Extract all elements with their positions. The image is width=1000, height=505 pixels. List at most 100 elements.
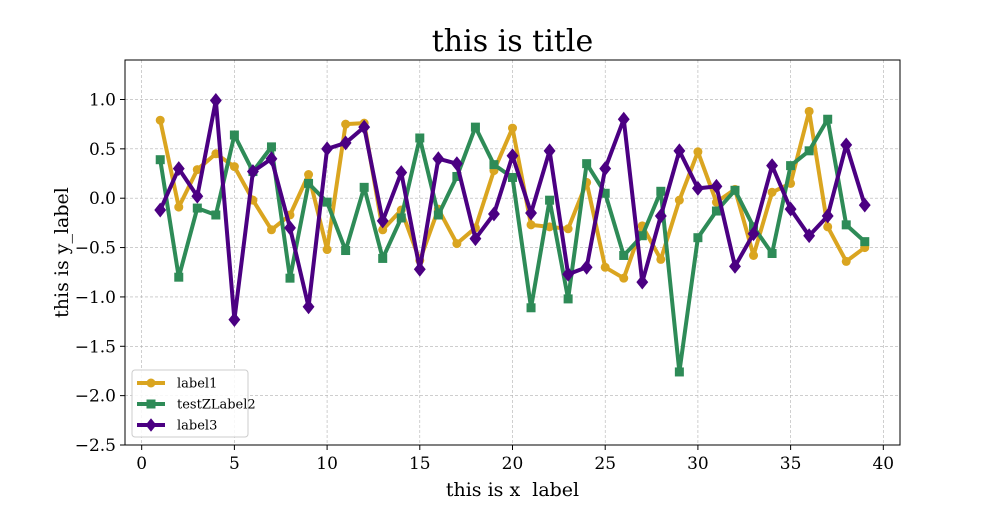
data-point: [172, 161, 185, 177]
data-point: [265, 151, 278, 167]
data-point: [174, 272, 184, 282]
legend-label: label3: [177, 419, 217, 434]
data-point: [803, 228, 816, 244]
data-point: [617, 111, 630, 127]
data-point: [821, 208, 834, 224]
data-point: [545, 195, 555, 205]
x-axis-label: this is x label: [446, 479, 579, 500]
data-point: [433, 210, 443, 220]
y-tick-label: 0.0: [89, 189, 116, 209]
x-tick-label: 40: [872, 454, 894, 474]
data-point: [656, 254, 666, 264]
data-point: [729, 258, 741, 274]
data-point: [711, 206, 721, 216]
data-point: [804, 146, 814, 156]
data-point: [508, 172, 517, 182]
data-point: [654, 208, 667, 224]
data-point: [470, 122, 480, 132]
x-tick-label: 10: [316, 454, 338, 474]
legend-marker: [145, 418, 157, 432]
data-point: [450, 156, 463, 172]
legend-box: [131, 369, 249, 438]
legend-item: label3: [137, 418, 217, 434]
data-point: [339, 135, 352, 151]
data-point: [693, 233, 703, 243]
y-tick-label: 0.5: [89, 140, 116, 160]
data-point: [580, 259, 593, 275]
data-point: [266, 225, 276, 235]
data-point: [488, 206, 500, 222]
data-point: [209, 93, 222, 108]
data-point: [860, 237, 870, 247]
data-point: [525, 205, 537, 221]
y-tick-label: −0.5: [75, 239, 116, 259]
data-point: [600, 262, 610, 272]
data-point: [526, 220, 536, 230]
data-point: [378, 253, 388, 263]
data-point: [804, 106, 814, 116]
data-point: [730, 185, 740, 195]
data-point: [543, 143, 556, 159]
data-point: [767, 187, 777, 197]
data-point: [304, 178, 314, 188]
data-point: [302, 299, 315, 315]
data-point: [786, 161, 796, 171]
data-point: [376, 213, 389, 229]
data-point: [767, 248, 777, 258]
data-point: [304, 170, 314, 180]
legend-marker: [146, 378, 156, 388]
data-point: [155, 155, 165, 165]
data-point: [266, 142, 276, 152]
data-point: [285, 273, 295, 283]
data-point: [432, 151, 445, 167]
y-tick-label: −1.5: [75, 337, 116, 357]
data-point: [452, 239, 462, 249]
data-point: [489, 160, 499, 170]
data-point: [469, 231, 482, 247]
series-testZLabel2: [155, 114, 870, 377]
x-tick-label: 25: [594, 454, 616, 474]
legend-label: label1: [177, 377, 217, 392]
data-point: [174, 202, 184, 212]
data-point: [341, 246, 351, 256]
data-point: [211, 210, 221, 220]
data-point: [784, 201, 797, 217]
data-point: [823, 114, 833, 124]
y-tick-label: 1.0: [89, 90, 116, 110]
data-point: [674, 367, 684, 377]
data-point: [211, 149, 221, 159]
legend: label1 testZLabel2 label3: [131, 369, 256, 438]
legend-item: label1: [137, 377, 217, 392]
data-point: [747, 226, 760, 242]
data-point: [413, 261, 426, 277]
ticks: 0 5 10 15 20 25 30 35 40 −2.5 −2.0 −1.5 −1.0 −0.5 0.0 0…: [75, 90, 894, 474]
legend-marker: [146, 399, 156, 409]
data-point: [766, 158, 779, 174]
series-line: [158, 109, 866, 281]
data-point: [526, 303, 536, 313]
data-point: [710, 178, 723, 194]
data-point: [322, 197, 332, 207]
data-point: [284, 220, 296, 236]
data-point: [341, 119, 351, 129]
data-point: [506, 148, 519, 164]
data-point: [452, 171, 462, 181]
x-tick-label: 0: [136, 454, 147, 474]
data-point: [599, 161, 612, 177]
data-point: [600, 188, 610, 198]
data-point: [322, 245, 332, 255]
data-point: [508, 123, 517, 133]
x-tick-label: 30: [687, 454, 709, 474]
legend-label: testZLabel2: [177, 398, 256, 413]
y-tick-label: −1.0: [75, 288, 116, 308]
data-point: [674, 195, 684, 205]
data-point: [155, 115, 165, 125]
data-point: [840, 137, 853, 153]
data-point: [229, 130, 239, 140]
data-point: [395, 165, 408, 180]
data-point: [563, 224, 573, 234]
data-point: [415, 133, 425, 143]
data-point: [396, 213, 406, 223]
